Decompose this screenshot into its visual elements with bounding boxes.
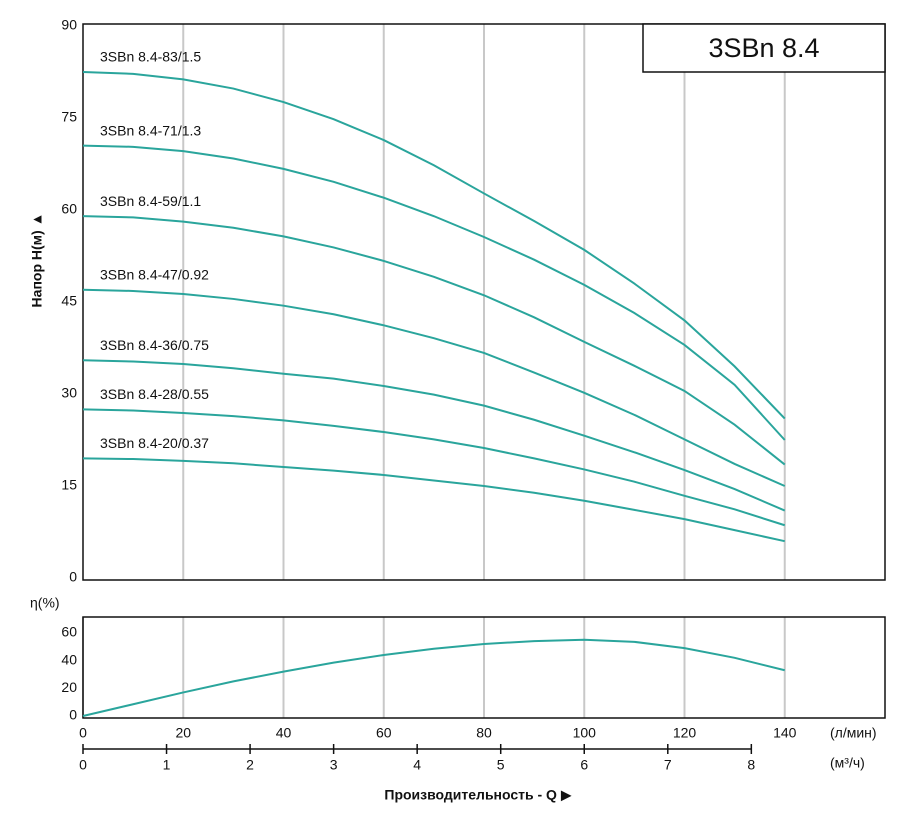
x2-tick-label: 4 (413, 757, 421, 773)
x2-unit: (м³/ч) (830, 755, 865, 771)
title-box (642, 23, 886, 73)
x2-tick-label: 2 (246, 757, 254, 773)
curve (82, 408, 786, 527)
y-tick-label: 15 (61, 477, 77, 493)
x-tick-label: 0 (79, 725, 87, 741)
series-label: 3SBn 8.4-36/0.75 (100, 337, 209, 353)
plot-frame (82, 23, 886, 581)
x2-tick-label: 1 (163, 757, 171, 773)
x-tick-label: 20 (175, 725, 191, 741)
y-tick-label: 30 (61, 385, 77, 401)
chart-title: 3SBn 8.4 (708, 33, 819, 63)
x2-tick-label: 6 (580, 757, 588, 773)
x-axis-label: Производительность - Q ▶ (384, 787, 571, 803)
curve (82, 638, 785, 717)
y-tick-label: 40 (61, 651, 77, 667)
y-tick-label: 90 (61, 17, 77, 33)
plot-frame (82, 616, 886, 719)
x-tick-label: 80 (476, 725, 492, 741)
curve (82, 457, 785, 543)
series-label: 3SBn 8.4-28/0.55 (100, 386, 209, 402)
series-label: 3SBn 8.4-20/0.37 (100, 435, 209, 451)
x-tick-label: 60 (376, 725, 392, 741)
curve (82, 144, 786, 441)
x2-tick-label: 7 (664, 757, 672, 773)
x-unit: (л/мин) (830, 725, 877, 741)
y-tick-label: 45 (61, 293, 77, 309)
x2-tick-label: 0 (79, 757, 87, 773)
y-tick-label: 60 (61, 624, 77, 640)
x-tick-label: 40 (276, 725, 292, 741)
x2-tick-label: 5 (497, 757, 505, 773)
curve (82, 288, 786, 487)
x2-tick-label: 3 (330, 757, 338, 773)
y-axis-label: η(%) (30, 595, 60, 611)
x2-tick-label: 8 (747, 757, 755, 773)
y-tick-label: 0 (69, 707, 77, 723)
x-tick-label: 120 (673, 725, 697, 741)
series-label: 3SBn 8.4-47/0.92 (100, 266, 209, 282)
x-tick-label: 100 (573, 725, 597, 741)
curve (82, 215, 786, 466)
series-label: 3SBn 8.4-83/1.5 (100, 49, 201, 65)
y-tick-label: 60 (61, 201, 77, 217)
curve (82, 71, 786, 420)
series-label: 3SBn 8.4-59/1.1 (100, 193, 201, 209)
y-tick-label: 0 (69, 569, 77, 585)
y-tick-label: 75 (61, 109, 77, 125)
y-tick-label: 20 (61, 679, 77, 695)
series-label: 3SBn 8.4-71/1.3 (100, 122, 201, 138)
curve (82, 359, 786, 512)
x-tick-label: 140 (773, 725, 797, 741)
y-axis-label: Напор H(м) ▲ (29, 213, 45, 308)
